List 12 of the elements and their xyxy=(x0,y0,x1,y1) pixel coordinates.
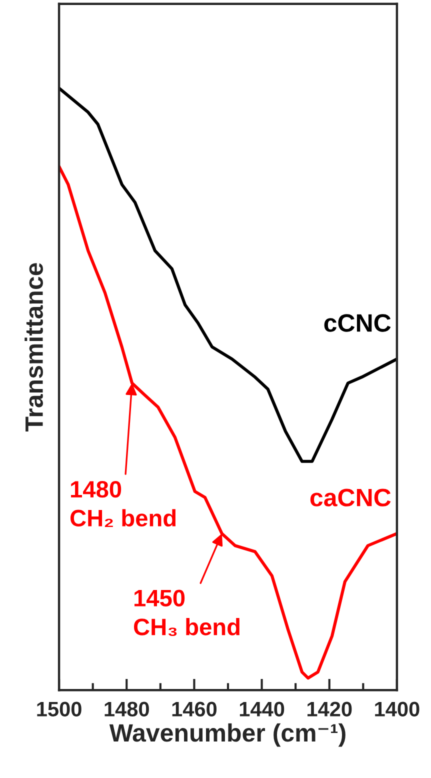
series-label: cCNC xyxy=(324,314,391,332)
series-label: caCNC xyxy=(310,488,391,506)
x-tick-label: 1480 xyxy=(104,702,149,716)
y-axis-title: Transmittance xyxy=(24,263,43,432)
annotation: 1480 CH₂ bend xyxy=(70,480,176,528)
x-axis-title: Wavenumber (cm⁻¹) xyxy=(109,723,346,747)
x-tick-label: 1420 xyxy=(308,702,352,716)
x-tick-label: 1460 xyxy=(172,702,217,716)
x-tick-label: 1400 xyxy=(375,702,420,716)
x-tick-label: 1500 xyxy=(37,702,82,716)
x-tick-label: 1440 xyxy=(240,702,284,716)
annotation: 1450 CH₃ bend xyxy=(134,590,240,636)
